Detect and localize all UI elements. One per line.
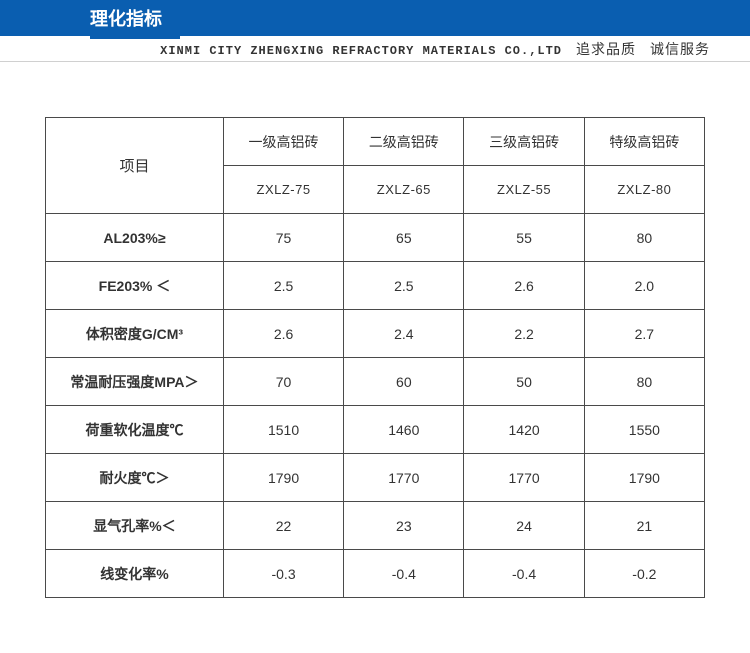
- col-header: 三级高铝砖: [464, 118, 584, 166]
- cell: 1790: [223, 454, 343, 502]
- table-corner: 项目: [46, 118, 224, 214]
- col-header: 特级高铝砖: [584, 118, 704, 166]
- cell: 2.2: [464, 310, 584, 358]
- row-label: 线变化率%: [46, 550, 224, 598]
- col-code: ZXLZ-80: [584, 166, 704, 214]
- table-row: 荷重软化温度℃ 1510 1460 1420 1550: [46, 406, 705, 454]
- cell: 1550: [584, 406, 704, 454]
- cell: -0.3: [223, 550, 343, 598]
- row-label: AL203%≥: [46, 214, 224, 262]
- cell: 1770: [344, 454, 464, 502]
- slogan-1: 追求品质: [576, 39, 636, 59]
- table-container: 项目 一级高铝砖 二级高铝砖 三级高铝砖 特级高铝砖 ZXLZ-75 ZXLZ-…: [0, 62, 750, 638]
- cell: -0.4: [344, 550, 464, 598]
- col-header: 二级高铝砖: [344, 118, 464, 166]
- cell: 24: [464, 502, 584, 550]
- cell: 60: [344, 358, 464, 406]
- subheader-row: XINMI CITY ZHENGXING REFRACTORY MATERIAL…: [90, 39, 750, 59]
- cell: 23: [344, 502, 464, 550]
- header-underline: [90, 36, 180, 39]
- cell: 1460: [344, 406, 464, 454]
- header-bar: 理化指标: [0, 0, 750, 36]
- cell: -0.2: [584, 550, 704, 598]
- row-label: 荷重软化温度℃: [46, 406, 224, 454]
- cell: 50: [464, 358, 584, 406]
- row-label: 耐火度℃＞: [46, 454, 224, 502]
- cell: 80: [584, 214, 704, 262]
- row-label: 常温耐压强度MPA＞: [46, 358, 224, 406]
- table-row: 体积密度G/CM³ 2.6 2.4 2.2 2.7: [46, 310, 705, 358]
- cell: 2.6: [223, 310, 343, 358]
- cell: 65: [344, 214, 464, 262]
- col-code: ZXLZ-55: [464, 166, 584, 214]
- cell: 21: [584, 502, 704, 550]
- col-code: ZXLZ-65: [344, 166, 464, 214]
- cell: -0.4: [464, 550, 584, 598]
- page-header: 理化指标 XINMI CITY ZHENGXING REFRACTORY MAT…: [0, 0, 750, 62]
- cell: 2.0: [584, 262, 704, 310]
- col-header: 一级高铝砖: [223, 118, 343, 166]
- cell: 2.7: [584, 310, 704, 358]
- header-title: 理化指标: [90, 5, 162, 31]
- cell: 2.6: [464, 262, 584, 310]
- table-row: 线变化率% -0.3 -0.4 -0.4 -0.2: [46, 550, 705, 598]
- table-header-row-1: 项目 一级高铝砖 二级高铝砖 三级高铝砖 特级高铝砖: [46, 118, 705, 166]
- cell: 1770: [464, 454, 584, 502]
- cell: 2.5: [344, 262, 464, 310]
- table-row: 显气孔率%＜ 22 23 24 21: [46, 502, 705, 550]
- table-row: 常温耐压强度MPA＞ 70 60 50 80: [46, 358, 705, 406]
- col-code: ZXLZ-75: [223, 166, 343, 214]
- row-label: FE203% ＜: [46, 262, 224, 310]
- row-label: 显气孔率%＜: [46, 502, 224, 550]
- cell: 80: [584, 358, 704, 406]
- table-row: 耐火度℃＞ 1790 1770 1770 1790: [46, 454, 705, 502]
- table-row: FE203% ＜ 2.5 2.5 2.6 2.0: [46, 262, 705, 310]
- cell: 75: [223, 214, 343, 262]
- cell: 55: [464, 214, 584, 262]
- cell: 2.4: [344, 310, 464, 358]
- cell: 2.5: [223, 262, 343, 310]
- company-name: XINMI CITY ZHENGXING REFRACTORY MATERIAL…: [160, 44, 562, 58]
- cell: 1790: [584, 454, 704, 502]
- cell: 1510: [223, 406, 343, 454]
- slogan-2: 诚信服务: [650, 39, 710, 59]
- cell: 1420: [464, 406, 584, 454]
- cell: 70: [223, 358, 343, 406]
- spec-table: 项目 一级高铝砖 二级高铝砖 三级高铝砖 特级高铝砖 ZXLZ-75 ZXLZ-…: [45, 117, 705, 598]
- table-row: AL203%≥ 75 65 55 80: [46, 214, 705, 262]
- row-label: 体积密度G/CM³: [46, 310, 224, 358]
- subheader: XINMI CITY ZHENGXING REFRACTORY MATERIAL…: [0, 36, 750, 62]
- cell: 22: [223, 502, 343, 550]
